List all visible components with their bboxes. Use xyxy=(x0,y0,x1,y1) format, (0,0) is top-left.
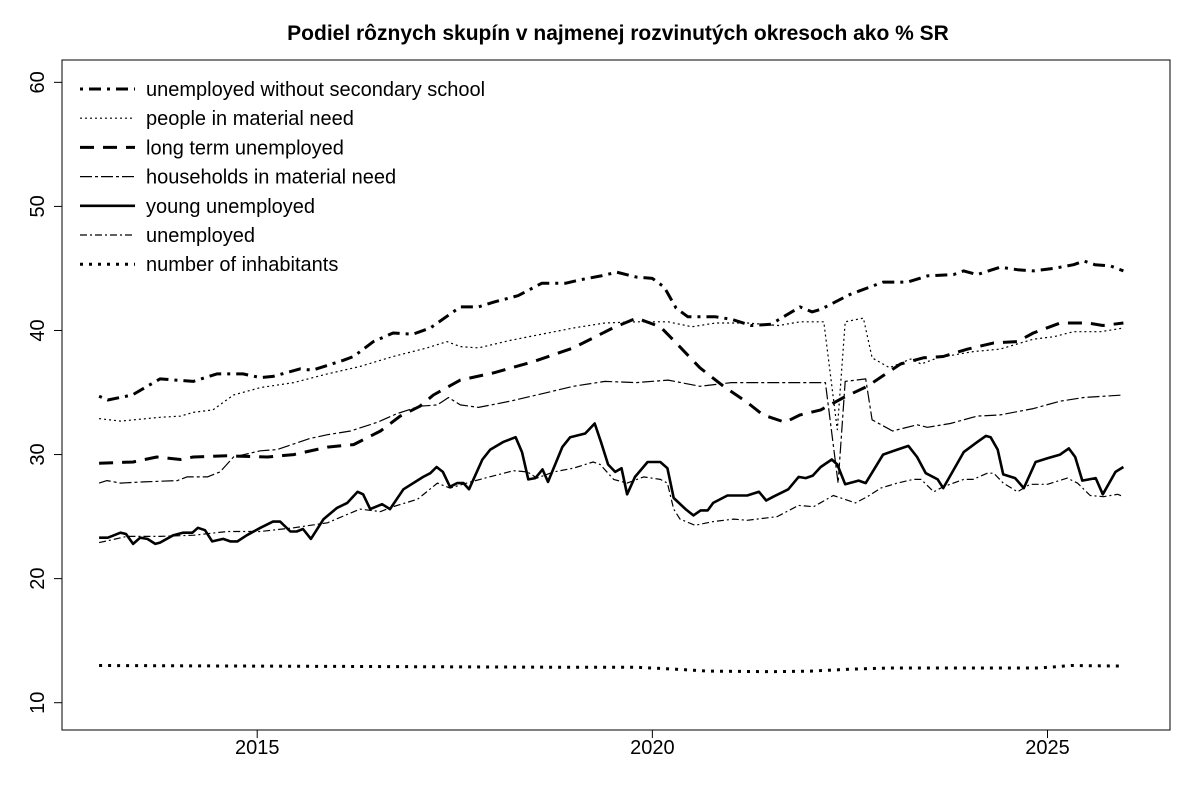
legend-label: long term unemployed xyxy=(146,137,344,159)
x-axis: 2015 2020 2025 xyxy=(235,729,1070,759)
series-line-young-unemployed xyxy=(99,422,1125,546)
series-line-number-of-inhabitants xyxy=(99,664,1124,674)
y-tick-label: 20 xyxy=(27,568,49,590)
chart-title: Podiel rôznych skupín v najmenej rozvinu… xyxy=(287,22,949,45)
legend-label: households in material need xyxy=(146,167,396,189)
legend-label: unemployed without secondary school xyxy=(146,79,485,101)
legend: unemployed without secondary school peopl… xyxy=(80,79,485,276)
series-line-households-in-material-need xyxy=(98,378,1124,484)
y-tick-label: 60 xyxy=(27,71,49,93)
legend-label: people in material need xyxy=(146,108,354,130)
series-line-long-term-unemployed xyxy=(99,316,1124,465)
legend-label: young unemployed xyxy=(146,196,315,218)
x-tick-label: 2015 xyxy=(235,737,280,759)
series-line-unemployed-without-secondary-school xyxy=(98,259,1124,402)
series-layer xyxy=(98,259,1125,674)
y-tick-label: 10 xyxy=(27,692,49,714)
y-tick-label: 40 xyxy=(27,319,49,341)
legend-label: number of inhabitants xyxy=(146,254,338,276)
x-tick-label: 2020 xyxy=(630,737,675,759)
y-tick-label: 50 xyxy=(27,195,49,217)
x-tick-label: 2025 xyxy=(1025,737,1070,759)
series-line-unemployed xyxy=(98,461,1124,544)
series-line-people-in-material-need xyxy=(99,317,1124,431)
y-axis: 10 20 30 40 50 60 xyxy=(27,71,63,714)
legend-label: unemployed xyxy=(146,225,255,247)
plot-frame xyxy=(61,59,1171,731)
y-tick-label: 30 xyxy=(27,443,49,465)
